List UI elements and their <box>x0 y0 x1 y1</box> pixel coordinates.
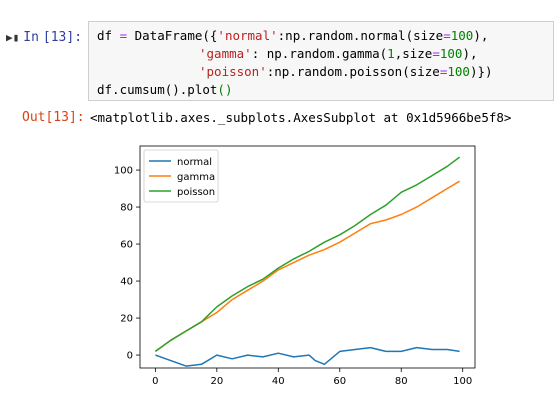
code-cell-input[interactable]: df = DataFrame({'normal':np.random.norma… <box>88 21 554 101</box>
series-line-poisson <box>154 156 461 353</box>
legend: normal gamma poisson <box>143 149 219 203</box>
y-tick-label: 20 <box>120 314 133 325</box>
series-lines <box>154 156 461 367</box>
x-tick-label: 0 <box>152 376 158 387</box>
output-text: <matplotlib.axes._subplots.AxesSubplot a… <box>90 110 512 125</box>
legend-label-gamma: gamma <box>177 172 215 183</box>
code-line-2: 'gamma': np.random.gamma(1,size=100), <box>199 46 478 61</box>
x-axis: 0 20 40 60 80 100 <box>152 368 472 387</box>
y-tick-label: 80 <box>120 203 133 214</box>
x-tick-label: 60 <box>333 376 346 387</box>
input-prompt: ▶▮ In [13]: <box>6 30 82 45</box>
series-line-normal <box>155 346 460 367</box>
legend-box <box>143 149 219 203</box>
x-tick-label: 100 <box>453 376 472 387</box>
output-prompt: Out[13]: <box>22 110 85 125</box>
x-tick-label: 40 <box>272 376 285 387</box>
y-tick-label: 100 <box>114 166 133 177</box>
y-tick-label: 60 <box>120 240 133 251</box>
x-tick-label: 80 <box>395 376 408 387</box>
series-line-gamma <box>154 180 460 353</box>
code-line-4: df.cumsum().plot() <box>97 82 233 97</box>
y-tick-label: 40 <box>120 277 133 288</box>
x-tick-label: 20 <box>210 376 223 387</box>
legend-label-normal: normal <box>177 157 212 168</box>
y-axis: 0 20 40 60 80 100 <box>114 166 140 362</box>
code-line-3: 'poisson':np.random.poisson(size=100)}) <box>199 64 493 79</box>
run-indicator-icon[interactable]: ▶▮ <box>6 31 20 44</box>
input-prompt-number: [13]: <box>42 30 83 45</box>
y-tick-label: 0 <box>127 351 133 362</box>
legend-label-poisson: poisson <box>177 187 215 198</box>
code-line-1: df = DataFrame({'normal':np.random.norma… <box>97 28 489 43</box>
input-prompt-label: In <box>23 30 39 45</box>
